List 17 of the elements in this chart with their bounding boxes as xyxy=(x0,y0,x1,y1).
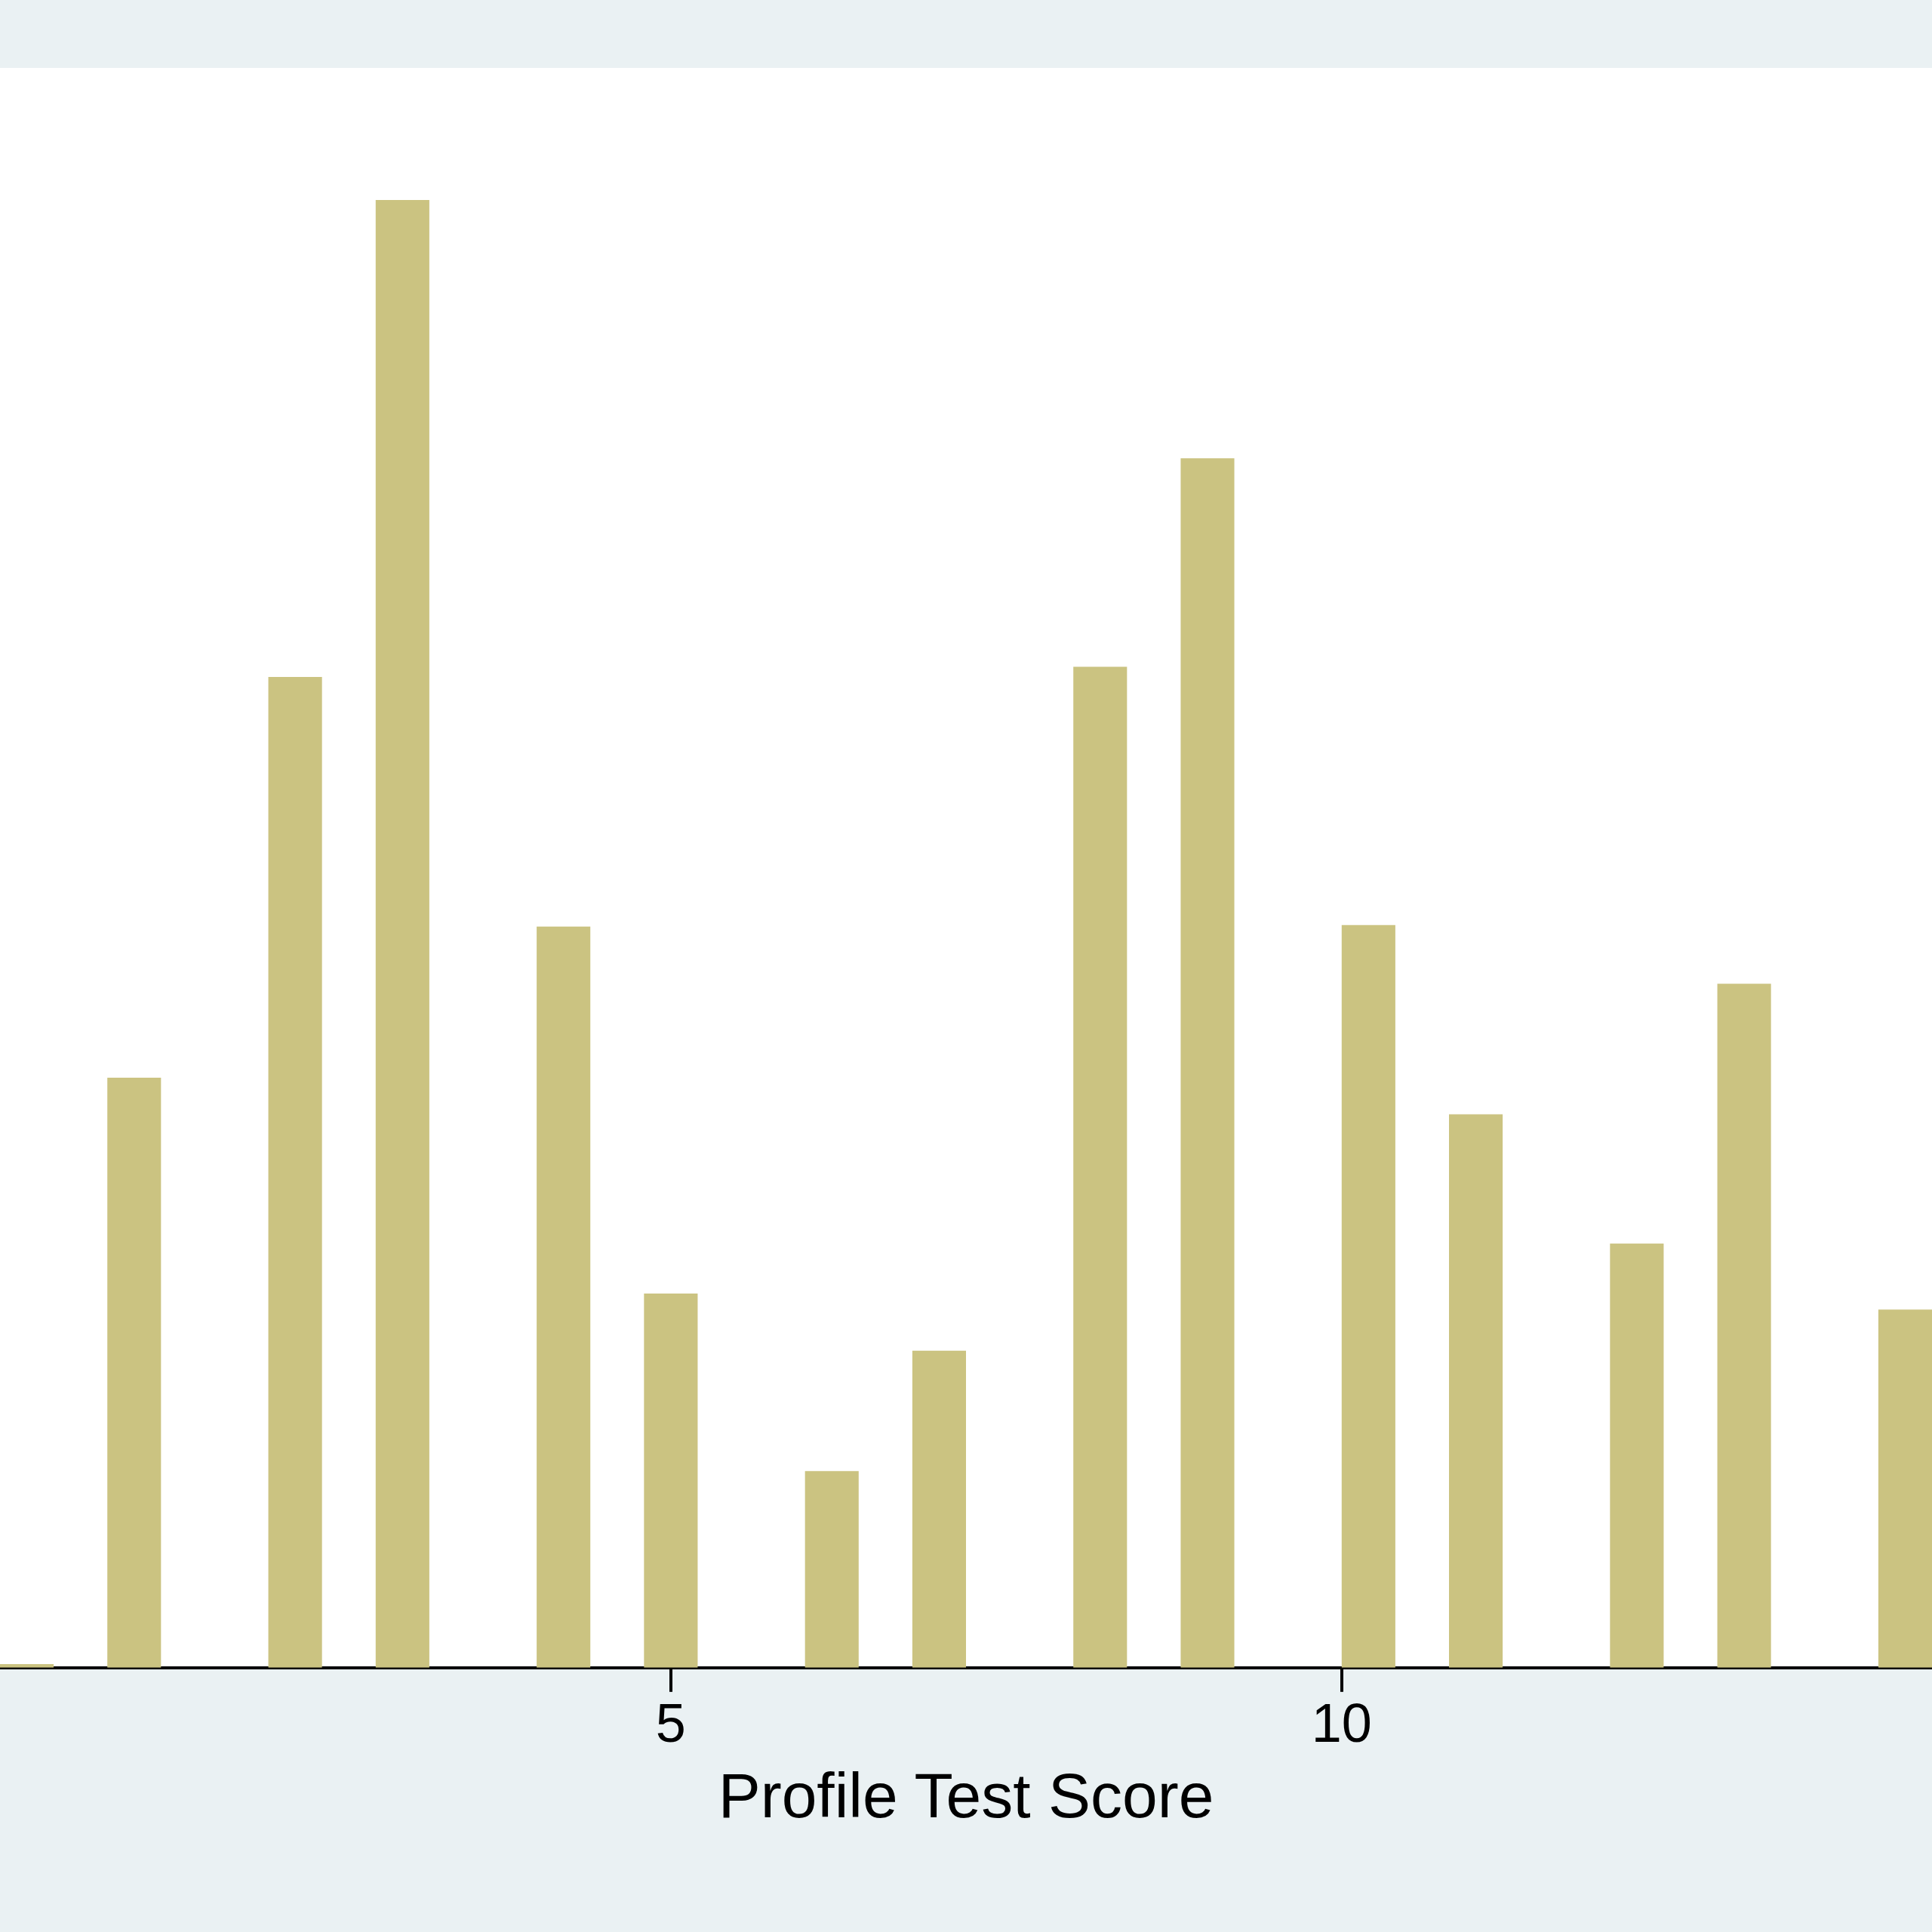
x-axis-title: Profile Test Score xyxy=(718,1759,1214,1831)
bar xyxy=(1449,1114,1503,1668)
bar xyxy=(644,1293,698,1668)
bar xyxy=(375,200,429,1668)
bar xyxy=(1341,924,1395,1668)
bar xyxy=(1073,666,1128,1668)
bar xyxy=(804,1471,859,1668)
bar xyxy=(1878,1309,1932,1668)
bar xyxy=(1717,983,1771,1668)
bar xyxy=(1180,458,1235,1668)
bar xyxy=(268,677,322,1668)
x-tick-label: 10 xyxy=(1311,1692,1372,1753)
bar xyxy=(537,926,591,1668)
x-tick-label: 5 xyxy=(655,1692,686,1753)
bar xyxy=(107,1078,162,1668)
bar xyxy=(1610,1243,1664,1668)
bar xyxy=(912,1350,966,1668)
